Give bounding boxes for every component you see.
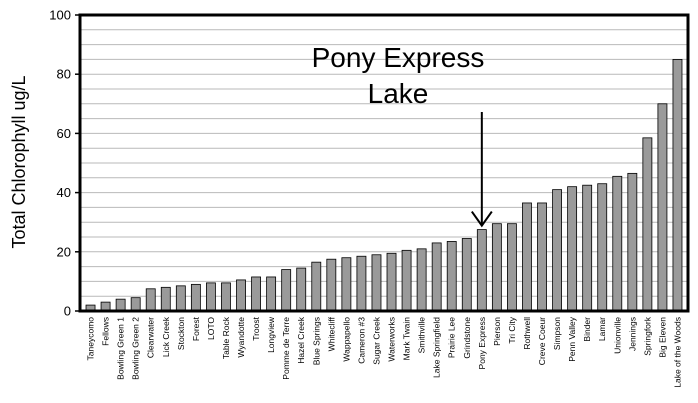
grid-lines [80,29,688,297]
x-tick-label: Troost [251,316,261,340]
bar [145,288,156,312]
x-tick-label: Springfork [642,316,652,355]
x-tick-label: Jennings [627,317,637,351]
x-tick-label: Wyandotte [236,317,246,358]
y-axis-ticks: 0 20 40 60 80 100 [49,8,80,319]
x-tick-label: Lick Creek [161,316,171,357]
x-tick-label: Creve Coeur [537,317,547,365]
x-tick-label: Pomme de Terre [281,317,291,380]
bar [341,257,352,312]
y-tick-label: 100 [49,8,71,23]
bar [537,202,547,312]
x-axis-ticks: Taneycomo Fellows Bowling Green 1 Bowling G… [86,316,683,388]
x-tick-label: Grindstone [462,317,472,359]
x-tick-label: Sugar Creek [371,316,381,364]
x-tick-label: Tri City [507,316,517,343]
bars [85,59,683,312]
bar [522,202,532,312]
x-tick-label: Stockton [176,317,186,350]
bar [356,255,367,312]
bar [642,137,653,312]
bar [221,282,231,312]
x-tick-label: Waterworks [387,317,397,362]
annotation-arrowhead [471,211,493,228]
y-tick-label: 80 [57,67,71,82]
x-tick-label: Hazel Creek [296,316,306,364]
bar [296,267,307,312]
y-tick-label: 60 [57,126,71,141]
x-tick-label: Clearwater [146,317,156,358]
bar [476,229,487,312]
x-tick-label: Smithville [417,317,427,354]
bar [311,261,322,312]
bar [326,258,337,312]
y-tick-label: 0 [64,304,71,319]
bar [190,283,201,312]
x-tick-label: Bowling Green 1 [116,317,126,380]
bar [597,183,608,312]
x-tick-label: Penn Valley [567,316,577,361]
bar [251,276,261,312]
x-tick-label: Simpson [552,317,562,350]
y-tick-label: 40 [57,185,71,200]
bar [431,242,442,312]
x-tick-label: Wappapello [341,317,351,362]
bar [236,279,246,312]
bar [206,282,216,312]
annotation-line-2: Lake [368,78,429,109]
x-tick-label: Pierson [492,317,502,346]
bar [160,286,171,312]
annotation: Pony Express Lake [312,42,493,228]
bar [552,189,562,312]
x-tick-label: Big Eleven [657,317,667,358]
bar [657,103,668,312]
x-tick-label: Lamar [597,317,607,341]
x-tick-label: Rothwell [522,317,532,350]
annotation-line-1: Pony Express [312,42,485,73]
x-tick-label: Table Rock [221,316,231,359]
x-tick-label: Forest [191,316,201,341]
bar [115,298,126,312]
x-tick-label: Blue Springs [311,317,321,365]
bar [672,59,683,312]
bar [446,241,457,312]
x-tick-label: Prairie Lee [447,317,457,358]
bar [416,248,427,312]
x-tick-label: Bowling Green 2 [131,317,141,380]
x-tick-label: Taneycomo [86,317,96,361]
x-tick-label: Binder [582,317,592,342]
bar [567,186,578,312]
bar [507,223,517,312]
x-tick-label: LOTO [206,317,216,340]
x-tick-label: Longview [266,316,276,353]
x-tick-label: Mark Twain [402,317,412,361]
bar [281,269,292,312]
bar [401,249,412,312]
x-tick-label: Fellows [101,317,111,346]
bar [175,285,186,312]
x-tick-label: Lake of the Woods [672,317,682,388]
plot-frame [78,13,690,313]
bar [582,184,593,312]
y-axis-label: Total Chlorophyll ug/L [9,75,29,248]
x-tick-label: Whitecliff [326,316,336,351]
bar [130,297,141,312]
bar [386,252,397,312]
bar [266,276,277,312]
bar [371,254,382,312]
bar [627,172,638,312]
bar [491,223,502,312]
x-tick-label: Cameron #3 [356,317,366,364]
bar [461,238,472,312]
x-tick-label: Pony Express [477,317,487,369]
x-tick-label: Unionville [612,317,622,354]
bar [612,175,623,312]
x-tick-label: Lake Springfield [432,317,442,378]
y-tick-label: 20 [57,244,71,259]
